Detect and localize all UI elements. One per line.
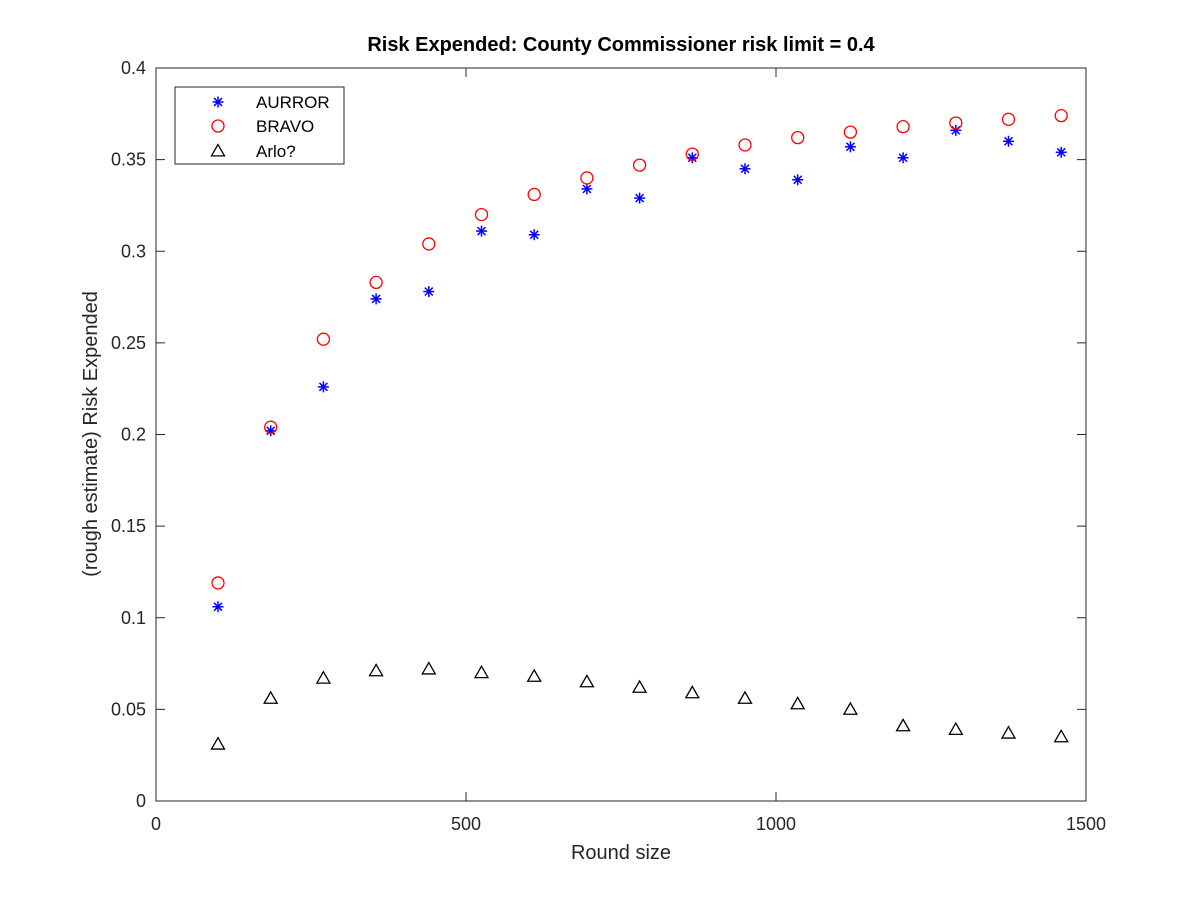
legend-marker-circle bbox=[211, 119, 225, 133]
data-point-asterisk bbox=[950, 124, 962, 136]
data-point-asterisk bbox=[1055, 146, 1067, 158]
data-point-triangle bbox=[263, 690, 279, 704]
data-point-asterisk bbox=[317, 381, 329, 393]
data-point-asterisk bbox=[265, 425, 277, 437]
data-point-circle bbox=[632, 158, 647, 172]
data-point-circle bbox=[1054, 108, 1068, 123]
data-point-circle bbox=[422, 237, 436, 251]
legend-box bbox=[174, 86, 345, 165]
plot-area bbox=[155, 67, 1087, 802]
data-point-asterisk bbox=[528, 229, 540, 241]
data-point-circle bbox=[1001, 112, 1016, 126]
data-point-triangle bbox=[842, 701, 859, 715]
data-point-asterisk bbox=[897, 152, 909, 164]
data-point-asterisk bbox=[1003, 135, 1014, 147]
data-point-circle bbox=[580, 171, 594, 185]
data-point-triangle bbox=[579, 674, 595, 688]
y-tick-label: 0 bbox=[136, 791, 146, 811]
data-point-triangle bbox=[526, 668, 542, 682]
y-tick-label: 0.35 bbox=[111, 150, 146, 170]
data-point-asterisk bbox=[739, 163, 751, 175]
data-point-triangle bbox=[684, 685, 700, 699]
data-point-circle bbox=[264, 420, 278, 434]
data-point-asterisk bbox=[792, 174, 804, 186]
chart-title: Risk Expended: County Commissioner risk … bbox=[367, 34, 875, 56]
y-tick-label: 0.1 bbox=[121, 608, 146, 628]
data-point-circle bbox=[369, 275, 383, 290]
data-point-triangle bbox=[473, 664, 490, 679]
y-tick-label: 0.3 bbox=[121, 241, 146, 261]
data-point-circle bbox=[896, 119, 910, 134]
x-tick-label: 500 bbox=[451, 814, 481, 834]
data-point-triangle bbox=[1053, 729, 1069, 743]
data-point-asterisk bbox=[686, 152, 698, 164]
data-point-asterisk bbox=[370, 293, 382, 305]
data-point-asterisk bbox=[212, 601, 224, 613]
data-point-asterisk bbox=[634, 192, 646, 204]
y-tick-label: 0.15 bbox=[111, 516, 146, 536]
y-tick-label: 0.05 bbox=[111, 699, 146, 719]
data-point-asterisk bbox=[476, 225, 487, 237]
legend-label: Arlo? bbox=[256, 142, 296, 161]
y-axis-label: (rough estimate) Risk Expended bbox=[80, 291, 102, 577]
data-point-circle bbox=[527, 187, 541, 202]
data-point-triangle bbox=[210, 736, 226, 750]
legend-marker-asterisk bbox=[212, 96, 224, 108]
data-point-circle bbox=[791, 130, 805, 145]
data-point-circle bbox=[316, 332, 331, 346]
y-tick-label: 0.4 bbox=[121, 58, 146, 78]
data-point-triangle bbox=[421, 661, 437, 675]
data-point-triangle bbox=[790, 696, 806, 710]
x-axis-label: Round size bbox=[571, 842, 671, 864]
data-point-triangle bbox=[631, 679, 648, 693]
axis-ticks: 0 500 1000 1500 0 0.05 0.1 0.15 0.2 0.25 0.3 0.35 0.… bbox=[111, 58, 1106, 834]
legend: AURROR BRAVO Arlo? bbox=[174, 86, 345, 165]
data-point-circle bbox=[949, 116, 963, 130]
legend-marker-triangle bbox=[210, 143, 226, 157]
data-point-triangle bbox=[315, 670, 332, 684]
x-tick-label: 0 bbox=[151, 814, 161, 834]
data-point-circle bbox=[474, 207, 489, 222]
data-point-triangle bbox=[1000, 725, 1017, 739]
data-point-triangle bbox=[948, 721, 964, 736]
data-point-asterisk bbox=[581, 183, 593, 195]
x-tick-label: 1000 bbox=[756, 814, 796, 834]
data-point-circle bbox=[211, 576, 225, 590]
data-point-triangle bbox=[368, 663, 384, 677]
legend-label: AURROR bbox=[256, 93, 330, 112]
data-markers bbox=[210, 108, 1069, 750]
data-point-circle bbox=[738, 138, 752, 152]
legend-label: BRAVO bbox=[256, 117, 314, 136]
data-point-circle bbox=[685, 147, 699, 161]
y-tick-label: 0.2 bbox=[121, 425, 146, 445]
x-tick-label: 1500 bbox=[1066, 814, 1106, 834]
data-point-triangle bbox=[895, 718, 911, 732]
data-point-asterisk bbox=[423, 286, 435, 298]
data-point-asterisk bbox=[844, 141, 856, 153]
data-point-circle bbox=[843, 125, 858, 139]
y-tick-label: 0.25 bbox=[111, 333, 146, 353]
data-point-triangle bbox=[737, 690, 753, 704]
